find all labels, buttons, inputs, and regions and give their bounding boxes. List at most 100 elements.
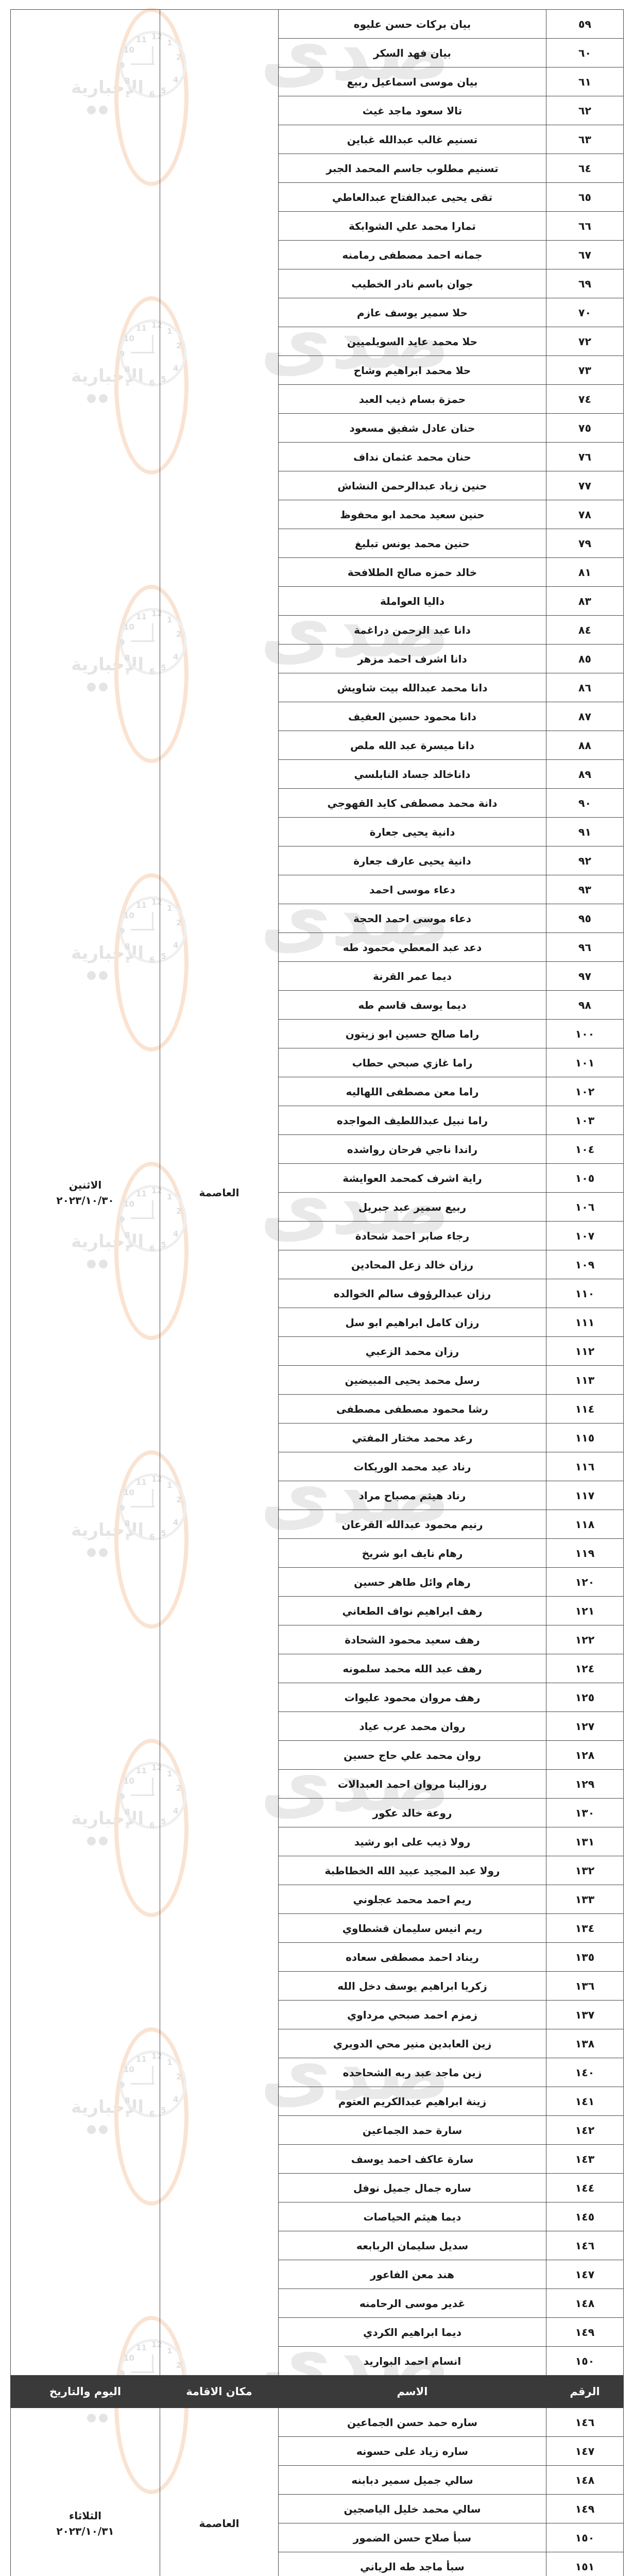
row-number: ٩٣ (546, 875, 624, 904)
row-person-name: راما غازي صبحي حطاب (278, 1048, 546, 1077)
table-row: ١٤٣ سارة عاكف احمد يوسف (11, 2144, 624, 2174)
table-row: ١٤٧ هند معن الفاعور (11, 2260, 624, 2289)
row-person-name: دعاء موسى احمد (278, 875, 546, 904)
row-number: ٩٥ (546, 904, 624, 933)
table-row: ٩٨ ديما يوسف قاسم طه (11, 990, 624, 1020)
table-row: ٦٣ تسنيم غالب عبدالله غباين (11, 125, 624, 154)
row-number: ٦٣ (546, 125, 624, 154)
table-row: ١٤٨ سالي جميل سمير دبابنه (11, 2465, 624, 2495)
row-person-name: رزان كامل ابراهيم ابو سل (278, 1308, 546, 1337)
row-person-name: سالي محمد خليل الياصجين (278, 2494, 546, 2523)
row-person-name: ديما ابراهيم الكردي (278, 2317, 546, 2347)
row-number: ١٣١ (546, 1827, 624, 1856)
row-number: ١٣٣ (546, 1885, 624, 1914)
row-number: ٨٣ (546, 586, 624, 616)
row-person-name: راية اشرف كمحمد العوايشة (278, 1163, 546, 1193)
row-number: ١٠٤ (546, 1134, 624, 1164)
column-header-day-date: اليوم والتاريخ (10, 2375, 160, 2408)
row-person-name: رناد هيثم مصباح مراد (278, 1481, 546, 1510)
row-person-name: انسام احمد البواريد (278, 2346, 546, 2376)
row-number: ١٣٨ (546, 2029, 624, 2058)
row-number: ١٢٥ (546, 1683, 624, 1712)
row-number: ١٥٠ (546, 2346, 624, 2376)
row-number: ١٤٩ (546, 2494, 624, 2523)
row-person-name: حنين سعيد محمد ابو محفوظ (278, 500, 546, 529)
row-number: ٧٩ (546, 529, 624, 558)
row-person-name: حنان محمد عثمان نداف (278, 442, 546, 471)
table-row: ١٣٢ رولا عبد المجيد عبيد الله الخطاطبة (11, 1856, 624, 1885)
row-number: ١١٧ (546, 1481, 624, 1510)
row-person-name: هند معن الفاعور (278, 2260, 546, 2289)
row-person-name: رجاء صابر احمد شحادة (278, 1221, 546, 1250)
row-person-name: دانا محمود حسين العفيف (278, 702, 546, 731)
row-person-name: روزالينا مروان احمد العبدالات (278, 1769, 546, 1799)
row-number: ١٤٢ (546, 2115, 624, 2145)
table-row: ٧٨ حنين سعيد محمد ابو محفوظ (11, 500, 624, 529)
row-person-name: ساره حمد حسن الجماعين (278, 2408, 546, 2437)
row-number: ٧٢ (546, 327, 624, 356)
table-row: ١٢٧ روان محمد عرب عياد (11, 1711, 624, 1741)
row-number: ١٣٠ (546, 1798, 624, 1827)
table-row: ١٢٠ رهام وائل طاهر حسين (11, 1567, 624, 1597)
row-number: ٦١ (546, 67, 624, 96)
table-row: ٩١ دانية يحيى جعارة (11, 817, 624, 846)
section-day: الاثنين (68, 1178, 102, 1191)
row-number: ١٢٠ (546, 1567, 624, 1597)
table-row: ١٣٤ ريم انيس سليمان قشطاوي (11, 1913, 624, 1943)
row-person-name: حلا محمد ابراهيم وشاح (278, 355, 546, 385)
row-number: ١١٤ (546, 1394, 624, 1423)
row-person-name: ديما عمر القرنة (278, 961, 546, 991)
row-number: ١٥١ (546, 2552, 624, 2576)
row-person-name: دانا عبد الرحمن دراغمة (278, 615, 546, 645)
row-person-name: حنين محمد يونس تبليغ (278, 529, 546, 558)
table-row: ١٤٩ سالي محمد خليل الياصجين (11, 2494, 624, 2523)
row-person-name: ديما يوسف قاسم طه (278, 990, 546, 1020)
table-row: ١٤٨ غدير موسى الرحامنه (11, 2289, 624, 2318)
row-person-name: تسنيم مطلوب جاسم المحمد الجبر (278, 154, 546, 183)
table-row: ١٠٠ راما صالح حسين ابو زيتون (11, 1019, 624, 1048)
table-row: ٩٢ دانية يحيى عارف جعارة (11, 846, 624, 875)
row-number: ١٤٩ (546, 2317, 624, 2347)
row-person-name: داليا العواملة (278, 586, 546, 616)
row-person-name: رناد عيد محمد الوريكات (278, 1452, 546, 1481)
table-row: ٦٩ جوان باسم نادر الخطيب (11, 269, 624, 298)
row-number: ٧٦ (546, 442, 624, 471)
row-person-name: رهف سعيد محمود الشحادة (278, 1625, 546, 1654)
table-row: ١٠٧ رجاء صابر احمد شحادة (11, 1221, 624, 1250)
row-person-name: دانا ميسرة عبد الله ملص (278, 731, 546, 760)
table-row: ٧٧ حنين زياد عبدالرحمن النشاش (11, 471, 624, 500)
table-row: ١٤١ زينة ابراهيم عبدالكريم العتوم (11, 2087, 624, 2116)
row-number: ١١٠ (546, 1279, 624, 1308)
row-person-name: راما صالح حسين ابو زيتون (278, 1019, 546, 1048)
row-person-name: غدير موسى الرحامنه (278, 2289, 546, 2318)
table-row: ١١١ رزان كامل ابراهيم ابو سل (11, 1308, 624, 1337)
table-row: ٦٧ جمانه احمد مصطفى رمامنه (11, 240, 624, 269)
table-row: ٨٨ دانا ميسرة عبد الله ملص (11, 731, 624, 760)
row-person-name: دعاء موسى احمد الحجة (278, 904, 546, 933)
row-person-name: حنان عادل شفيق مسعود (278, 413, 546, 443)
row-person-name: رهام وائل طاهر حسين (278, 1567, 546, 1597)
table-row: ١٣٠ روعة خالد عكور (11, 1798, 624, 1827)
table-row: ١١٢ رزان محمد الزعبي (11, 1336, 624, 1366)
names-table: ٥٩ بيان بركات حسن عليوه العاصمة الاثنين ٢٠٢٣… (10, 9, 624, 2576)
row-person-name: بيان بركات حسن عليوه (278, 9, 546, 39)
table-row: ٩٧ ديما عمر القرنة (11, 961, 624, 991)
row-number: ٨١ (546, 557, 624, 587)
row-number: ١٠٢ (546, 1077, 624, 1106)
row-person-name: داناخالد جساد النابلسي (278, 759, 546, 789)
row-person-name: زين ماجد عبد ربه الشحاحده (278, 2058, 546, 2087)
row-number: ١٠٥ (546, 1163, 624, 1193)
row-number: ٧٤ (546, 384, 624, 414)
row-number: ١٢٩ (546, 1769, 624, 1799)
row-number: ٥٩ (546, 9, 624, 39)
row-number: ٨٩ (546, 759, 624, 789)
table-row: ٦٠ بيان فهد السكر (11, 38, 624, 67)
row-number: ٧٥ (546, 413, 624, 443)
table-row: ١٣٦ زكريا ابراهيم يوسف دخل الله (11, 1971, 624, 2001)
row-number: ٧٠ (546, 298, 624, 327)
row-person-name: دانة محمد مصطفى كايد القهوجي (278, 788, 546, 818)
row-number: ٦٤ (546, 154, 624, 183)
table-row: ١٤٧ ساره زياد على حسونه (11, 2436, 624, 2466)
row-number: ٩٧ (546, 961, 624, 991)
